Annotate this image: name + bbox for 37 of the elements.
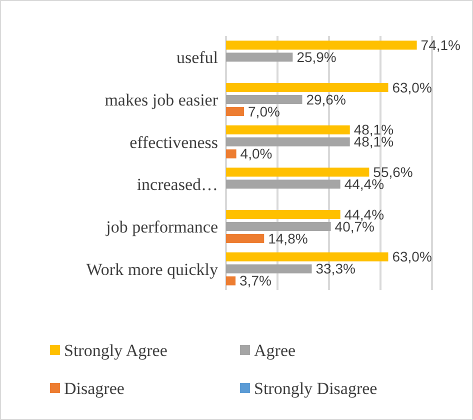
data-label: 33,3% xyxy=(316,260,356,277)
y-tick-label: Work more quickly xyxy=(86,260,218,279)
bar xyxy=(226,180,340,189)
data-label: 4,0% xyxy=(240,146,272,162)
bar xyxy=(226,210,340,219)
data-label: 7,0% xyxy=(248,103,280,120)
bar xyxy=(226,168,370,177)
data-label: 44,4% xyxy=(344,206,384,222)
bar xyxy=(226,149,236,158)
bar xyxy=(226,276,236,286)
bar xyxy=(226,107,244,116)
bar xyxy=(226,52,293,62)
data-label: 14,8% xyxy=(268,230,308,246)
data-label: 74,1% xyxy=(420,37,461,54)
legend-label: Strongly Agree xyxy=(64,340,168,360)
y-tick-label: useful xyxy=(176,48,218,68)
data-label: 29,6% xyxy=(306,91,346,108)
y-tick-label: makes job easier xyxy=(104,90,218,110)
y-tick-label: job performance xyxy=(105,217,218,236)
bar xyxy=(226,95,302,104)
data-label: 25,9% xyxy=(296,49,336,66)
y-tick-label: increased… xyxy=(136,175,218,194)
bar xyxy=(226,264,312,274)
bar xyxy=(226,83,388,92)
data-label: 63,0% xyxy=(392,79,432,96)
bar xyxy=(226,137,350,146)
bar xyxy=(226,40,417,50)
y-tick-label: effectiveness xyxy=(130,132,218,152)
legend-label: Agree xyxy=(254,340,296,360)
bar xyxy=(226,222,331,231)
bar xyxy=(226,252,388,262)
legend-label: Disagree xyxy=(64,378,124,398)
bar xyxy=(226,234,264,243)
bar xyxy=(226,125,350,134)
data-label: 3,7% xyxy=(240,272,272,289)
data-label: 63,0% xyxy=(392,248,432,265)
legend-label: Strongly Disagree xyxy=(254,378,378,398)
